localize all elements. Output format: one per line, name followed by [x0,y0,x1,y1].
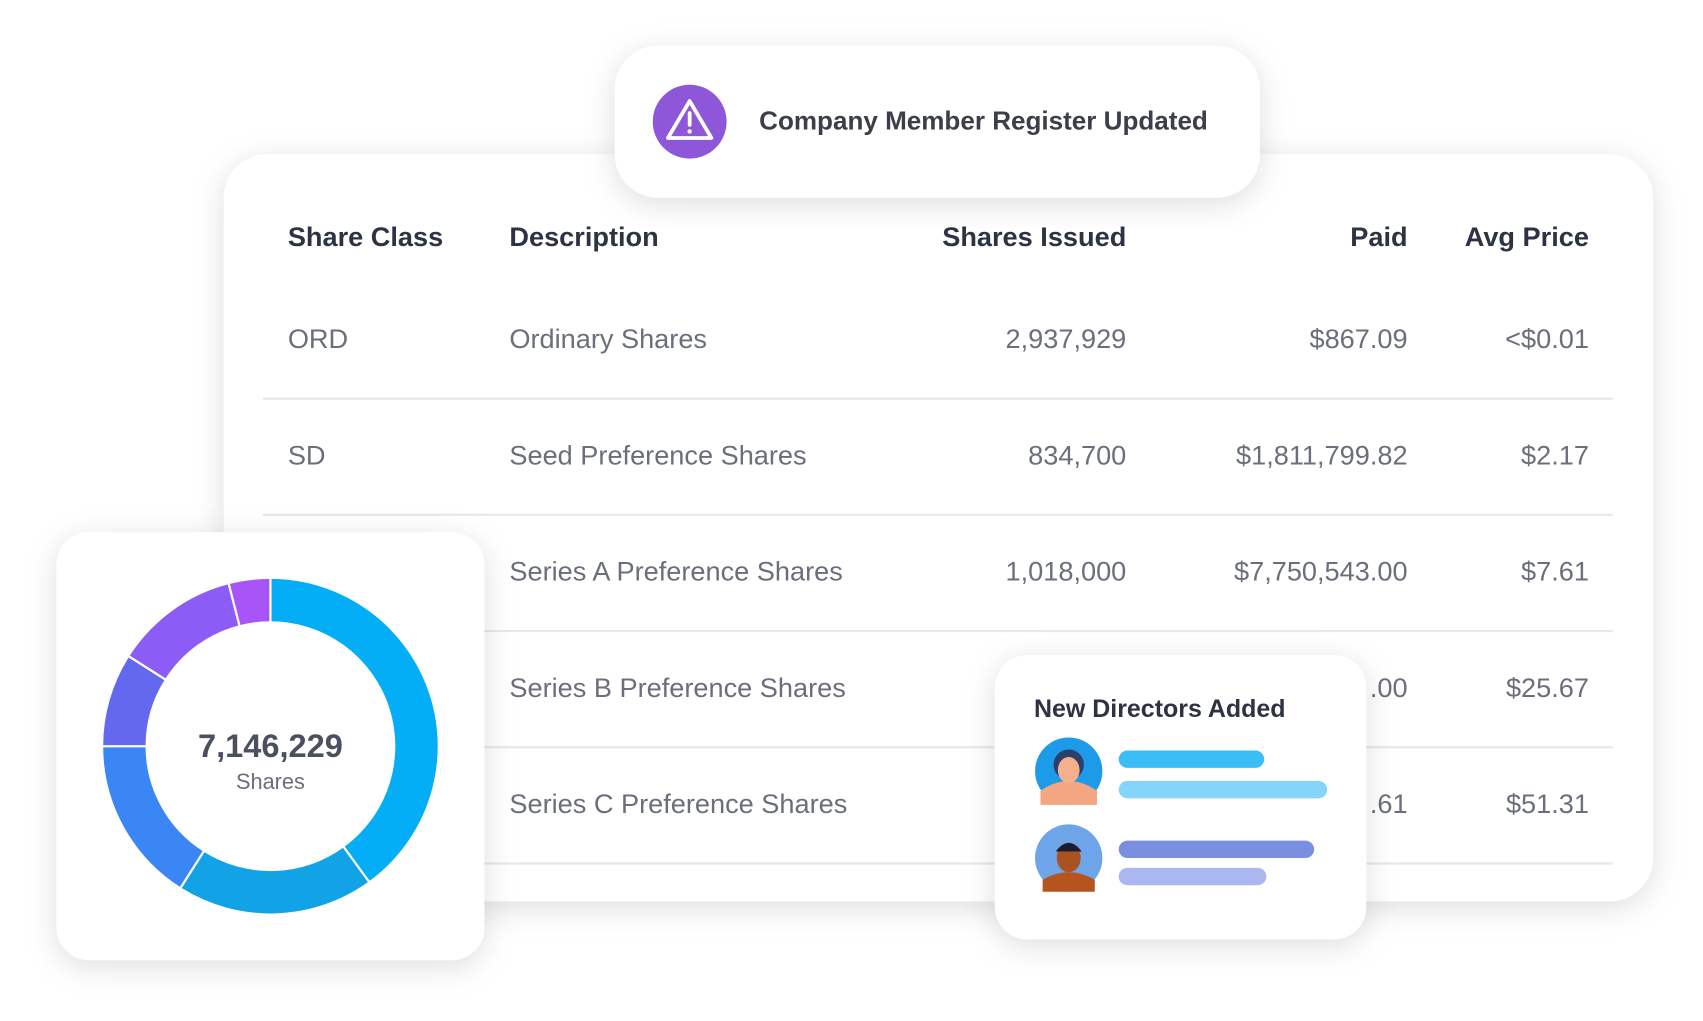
table-cell: Series A Preference Shares [509,556,842,587]
table-cell: Series B Preference Shares [509,672,845,703]
table-cell: $2.17 [1521,439,1589,470]
placeholder-bar [1118,840,1315,859]
donut-unit: Shares [236,769,305,794]
table-cell: .61 [1370,788,1408,819]
table-cell: ORD [288,323,348,354]
table-cell: $1,811,799.82 [1236,439,1408,470]
table-cell: Series C Preference Shares [509,788,847,819]
table-cell: $25.67 [1506,672,1589,703]
warning-glyph [666,99,714,140]
avatar [1035,737,1103,805]
table-cell: 2,937,929 [1006,323,1127,354]
notification-title: Company Member Register Updated [759,106,1208,136]
column-header: Description [509,221,658,252]
table-cell: 834,700 [1028,439,1126,470]
directors-title: New Directors Added [1034,695,1286,723]
table-cell: $7.61 [1521,556,1589,587]
table-cell: Ordinary Shares [509,323,707,354]
table-cell: $7,750,543.00 [1234,556,1408,587]
donut-segment [269,576,440,884]
column-header: Shares Issued [942,221,1126,252]
table-cell: $51.31 [1506,788,1589,819]
donut [101,576,440,916]
table-cell: SD [288,439,326,470]
warning-glyph [687,129,692,134]
table: Share Class Description Shares Issued Paid A… [262,221,1613,865]
table-cell: $867.09 [1309,323,1407,354]
placeholder-bar [1118,867,1267,886]
donut-segment [227,576,272,628]
column-header: Paid [1350,221,1407,252]
avatar [1035,824,1103,892]
table-cell: <$0.01 [1505,323,1589,354]
donut-total: 7,146,229 [198,728,343,764]
column-header: Share Class [288,221,443,252]
table-cell: 1,018,000 [1006,556,1127,587]
table-cell: .00 [1370,672,1408,703]
placeholder-bar [1118,750,1265,768]
placeholder-bar [1118,780,1328,799]
notification-card [614,45,1260,198]
table-cell: Seed Preference Shares [509,439,806,470]
column-header: Avg Price [1465,221,1589,252]
